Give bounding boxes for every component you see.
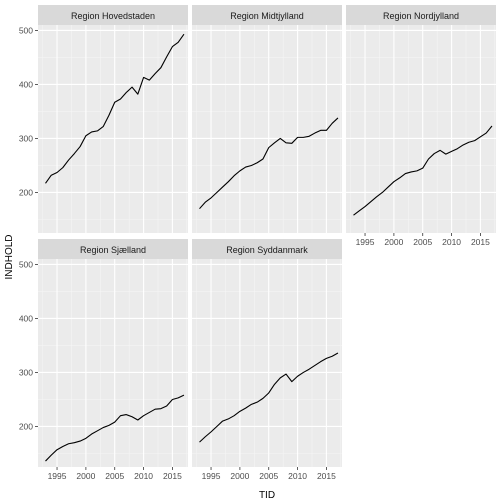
facet-strip-label: Region Sjælland <box>80 245 146 255</box>
x-tick-label: 2015 <box>317 471 336 481</box>
series-line <box>199 117 339 210</box>
y-tick-label: 500 <box>19 259 33 269</box>
x-tick-label: 1995 <box>356 237 375 247</box>
y-tick-label: 200 <box>19 187 33 197</box>
facet-strip <box>346 5 496 25</box>
x-tick-label: 2010 <box>288 471 307 481</box>
panel-background <box>192 25 342 233</box>
facet-panel: Region Syddanmark 1995 2000 2005 2010 2015 <box>192 239 342 481</box>
panels-layer: Region Hovedstaden 200 300 400 500 Region Mid… <box>19 5 496 481</box>
x-axis-title: TID <box>259 490 275 501</box>
panel-background <box>192 259 342 467</box>
x-tick-label: 2000 <box>76 471 95 481</box>
x-tick-label: 2000 <box>384 237 403 247</box>
facet-panel: Region Hovedstaden 200 300 400 500 <box>19 5 188 233</box>
facet-strip <box>38 5 188 25</box>
series-line <box>199 352 339 443</box>
facet-panel: Region Nordjylland 1995 2000 2005 2010 2015 <box>346 5 496 247</box>
panel-background <box>38 259 188 467</box>
x-tick-label: 2010 <box>442 237 461 247</box>
y-tick-label: 200 <box>19 421 33 431</box>
facet-strip <box>38 239 188 259</box>
series-line <box>45 394 185 462</box>
y-tick-label: 400 <box>19 79 33 89</box>
facet-strip <box>192 5 342 25</box>
facet-strip-label: Region Nordjylland <box>383 11 459 21</box>
y-tick-label: 500 <box>19 25 33 35</box>
x-tick-label: 2005 <box>413 237 432 247</box>
series-line <box>45 33 185 184</box>
x-tick-label: 1995 <box>48 471 67 481</box>
y-axis-title: INDHOLD <box>4 234 15 279</box>
facet-strip <box>192 239 342 259</box>
x-tick-label: 2015 <box>471 237 490 247</box>
facet-strip-label: Region Midtjylland <box>230 11 304 21</box>
panel-background <box>38 25 188 233</box>
panel-background <box>346 25 496 233</box>
y-tick-label: 300 <box>19 367 33 377</box>
facet-panel: Region Midtjylland <box>192 5 342 233</box>
x-tick-label: 2005 <box>259 471 278 481</box>
x-tick-label: 2005 <box>105 471 124 481</box>
x-tick-label: 2000 <box>230 471 249 481</box>
x-tick-label: 2015 <box>163 471 182 481</box>
x-tick-label: 2010 <box>134 471 153 481</box>
x-tick-label: 1995 <box>202 471 221 481</box>
facet-strip-label: Region Hovedstaden <box>71 11 155 21</box>
y-tick-label: 400 <box>19 313 33 323</box>
y-tick-label: 300 <box>19 133 33 143</box>
series-line <box>353 125 493 216</box>
facet-strip-label: Region Syddanmark <box>226 245 308 255</box>
facet-panel: Region Sjælland 200 300 400 500 1995 2000 2005 2… <box>19 239 188 481</box>
